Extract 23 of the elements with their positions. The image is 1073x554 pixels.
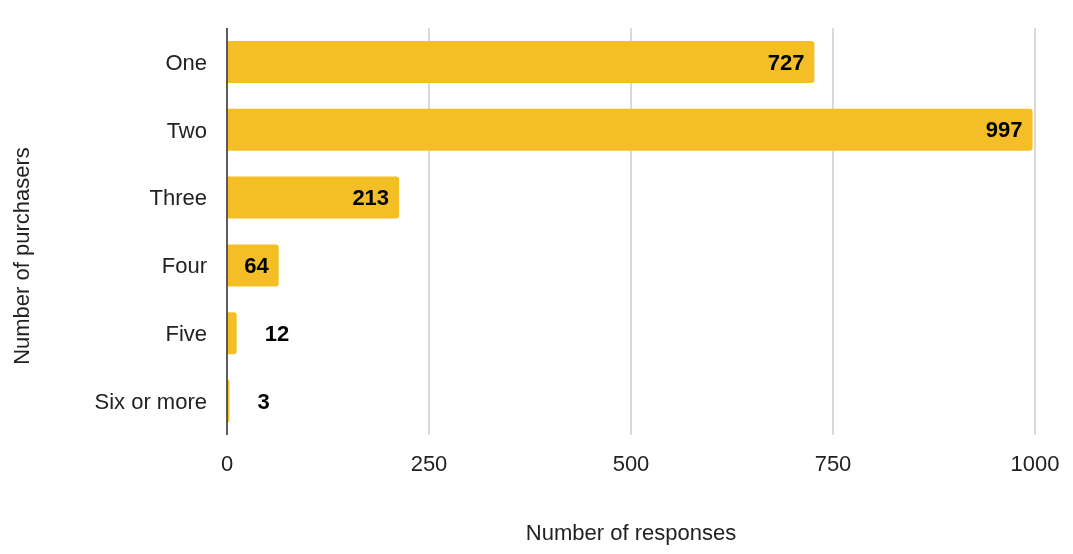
data-label: 213 [352, 185, 390, 211]
data-label: 12 [264, 320, 290, 346]
x-tick-label: 0 [220, 450, 234, 476]
data-label: 3 [257, 388, 270, 414]
x-tick-label: 500 [612, 450, 650, 476]
bar [227, 108, 1033, 151]
x-tick-label: 750 [814, 450, 852, 476]
data-label: 64 [244, 253, 270, 279]
bar [227, 312, 237, 355]
bar [227, 176, 400, 219]
bar [227, 40, 815, 83]
x-tick-label: 1000 [1010, 450, 1060, 476]
y-tick-label: Six or more [94, 388, 207, 414]
y-axis-title: Number of purchasers [9, 146, 35, 367]
x-axis-title: Number of responses [524, 520, 738, 546]
y-tick-label: Four [161, 253, 207, 279]
y-tick-label: Two [166, 117, 207, 143]
data-label: 997 [985, 117, 1023, 143]
y-tick-label: Three [149, 185, 207, 211]
data-label: 727 [767, 49, 805, 75]
y-tick-label: One [165, 49, 207, 75]
x-tick-label: 250 [410, 450, 448, 476]
y-tick-label: Five [165, 321, 207, 347]
